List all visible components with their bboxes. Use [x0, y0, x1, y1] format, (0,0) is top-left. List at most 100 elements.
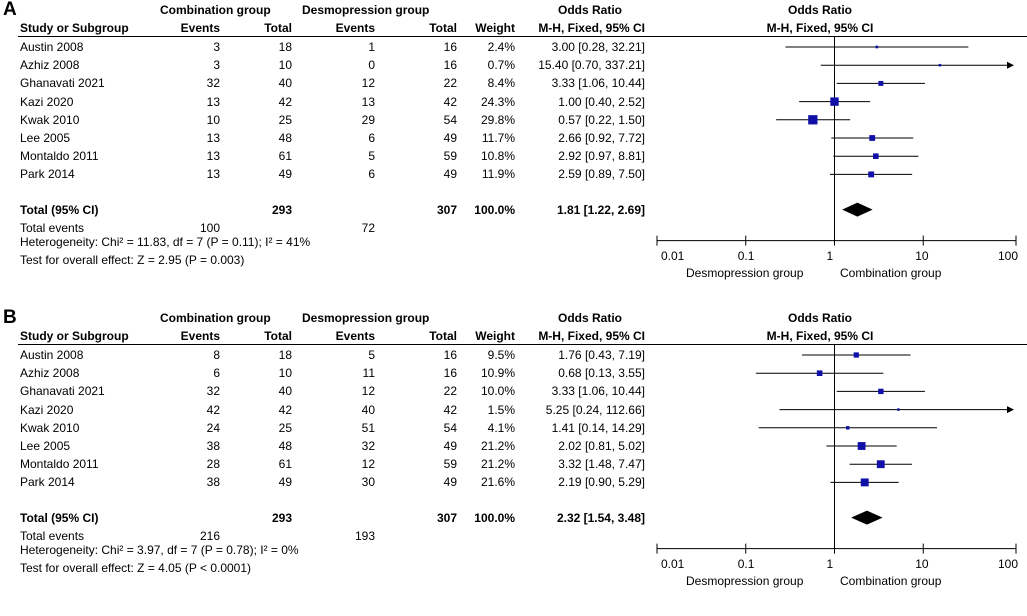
total-exp-cell: 25: [278, 112, 292, 127]
point-estimate-square: [857, 442, 866, 450]
total-exp-cell: 61: [278, 457, 292, 472]
ci-text-cell: 0.57 [0.22, 1.50]: [558, 112, 645, 127]
group-header-experimental: Combination group: [160, 3, 271, 17]
events-exp-cell: 32: [206, 76, 220, 91]
heterogeneity-text: Heterogeneity: Chi² = 3.97, df = 7 (P = …: [20, 542, 299, 557]
weight-cell: 2.4%: [487, 40, 515, 54]
group-header-experimental: Combination group: [160, 311, 271, 325]
forest-plot-b: B Combination group Desmopression group Odd…: [0, 307, 1027, 616]
events-ctrl-cell: 5: [368, 149, 375, 164]
events-exp-cell: 24: [206, 420, 220, 435]
events-ctrl-cell: 6: [368, 167, 375, 182]
col-header-weight: Weight: [475, 21, 515, 35]
total-ctrl-cell: 42: [443, 402, 457, 417]
total-ctrl-cell: 16: [443, 366, 457, 381]
group-header-plot: Odds Ratio: [787, 311, 852, 325]
study-name: Azhiz 2008: [20, 58, 80, 73]
total-events-exp: 216: [199, 528, 220, 543]
study-name: Montaldo 2011: [20, 149, 99, 164]
col-header-total-ctrl: Total: [429, 329, 457, 343]
weight-cell: 10.0%: [480, 384, 515, 399]
study-name: Kwak 2010: [20, 112, 80, 127]
weight-cell: 1.5%: [487, 402, 515, 417]
ci-text-cell: 1.76 [0.43, 7.19]: [558, 348, 645, 362]
point-estimate-square: [938, 63, 942, 67]
x-tick-label: 0.01: [661, 248, 685, 263]
total-exp-cell: 48: [278, 439, 292, 453]
weight-cell: 8.4%: [487, 76, 515, 91]
panel-label: B: [3, 307, 17, 328]
total-events-ctrl: 193: [354, 528, 375, 543]
events-exp-cell: 28: [206, 457, 220, 472]
favours-left-label: Desmopression group: [686, 265, 804, 280]
ci-text-cell: 2.92 [0.97, 8.81]: [558, 149, 645, 164]
events-exp-cell: 6: [213, 366, 220, 381]
events-ctrl-cell: 40: [361, 402, 375, 417]
point-estimate-square: [808, 115, 818, 125]
col-header-weight: Weight: [475, 329, 515, 343]
total-events-label: Total events: [20, 528, 85, 543]
pooled-diamond: [842, 202, 873, 217]
point-estimate-square: [878, 80, 884, 86]
weight-cell: 0.7%: [487, 58, 515, 73]
weight-cell: 24.3%: [480, 94, 515, 109]
ci-text-cell: 3.33 [1.06, 10.44]: [551, 76, 645, 91]
total-exp-cell: 18: [278, 40, 292, 54]
col-header-study: Study or Subgroup: [20, 329, 129, 343]
study-name: Austin 2008: [20, 40, 84, 54]
study-name: Kwak 2010: [20, 420, 80, 435]
events-exp-cell: 3: [213, 58, 220, 73]
total-weight: 100.0%: [474, 202, 515, 217]
x-tick-label: 1: [826, 248, 834, 263]
events-exp-cell: 13: [206, 167, 220, 182]
x-tick-label: 0.1: [737, 248, 755, 263]
ci-text-cell: 2.19 [0.90, 5.29]: [558, 475, 645, 490]
study-name: Park 2014: [20, 475, 75, 490]
total-exp-cell: 42: [278, 94, 292, 109]
total-ctrl-cell: 54: [443, 420, 457, 435]
events-exp-cell: 13: [206, 131, 220, 145]
events-exp-cell: 10: [206, 112, 220, 127]
header-rule: [18, 36, 1027, 37]
ci-text-cell: 3.00 [0.28, 32.21]: [551, 40, 645, 54]
point-estimate-square: [876, 460, 885, 469]
group-header-control: Desmopression group: [302, 311, 430, 325]
point-estimate-square: [897, 408, 900, 411]
ci-text-cell: 15.40 [0.70, 337.21]: [538, 58, 645, 73]
total-ctrl-cell: 49: [443, 167, 457, 182]
pooled-diamond: [851, 510, 883, 525]
point-estimate-square: [846, 426, 850, 430]
total-ctrl-cell: 49: [443, 475, 457, 490]
events-exp-cell: 38: [206, 475, 220, 490]
total-exp-cell: 40: [278, 76, 292, 91]
group-header-plot: Odds Ratio: [787, 3, 852, 17]
total-exp-cell: 10: [278, 366, 292, 381]
weight-cell: 29.8%: [480, 112, 515, 127]
total-exp-cell: 25: [278, 420, 292, 435]
col-header-total-exp: Total: [264, 329, 292, 343]
total-exp-cell: 42: [278, 402, 292, 417]
events-ctrl-cell: 5: [368, 348, 375, 362]
total-ctrl-cell: 59: [443, 149, 457, 164]
ci-arrow: [1007, 406, 1014, 414]
events-exp-cell: 32: [206, 384, 220, 399]
study-name: Kazi 2020: [20, 402, 74, 417]
events-exp-cell: 38: [206, 439, 220, 453]
ci-text-cell: 2.66 [0.92, 7.72]: [558, 131, 645, 145]
col-header-plot-method: M-H, Fixed, 95% CI: [766, 21, 874, 35]
total-ctrl-cell: 22: [443, 76, 457, 91]
panel-label: A: [3, 0, 17, 20]
study-name: Lee 2005: [20, 439, 71, 453]
total-events-exp: 100: [199, 220, 220, 235]
total-exp-cell: 49: [278, 475, 292, 490]
total-exp-cell: 61: [278, 149, 292, 164]
col-header-events-ctrl: Events: [335, 329, 375, 343]
point-estimate-square: [873, 153, 879, 159]
study-name: Azhiz 2008: [20, 366, 80, 381]
col-header-method: M-H, Fixed, 95% CI: [538, 329, 645, 343]
weight-cell: 10.9%: [480, 366, 515, 381]
events-ctrl-cell: 12: [361, 384, 375, 399]
forest-plot-a: A Combination group Desmopression group Odd…: [3, 0, 1027, 280]
favours-left-label: Desmopression group: [686, 573, 804, 588]
events-ctrl-cell: 0: [368, 58, 375, 73]
